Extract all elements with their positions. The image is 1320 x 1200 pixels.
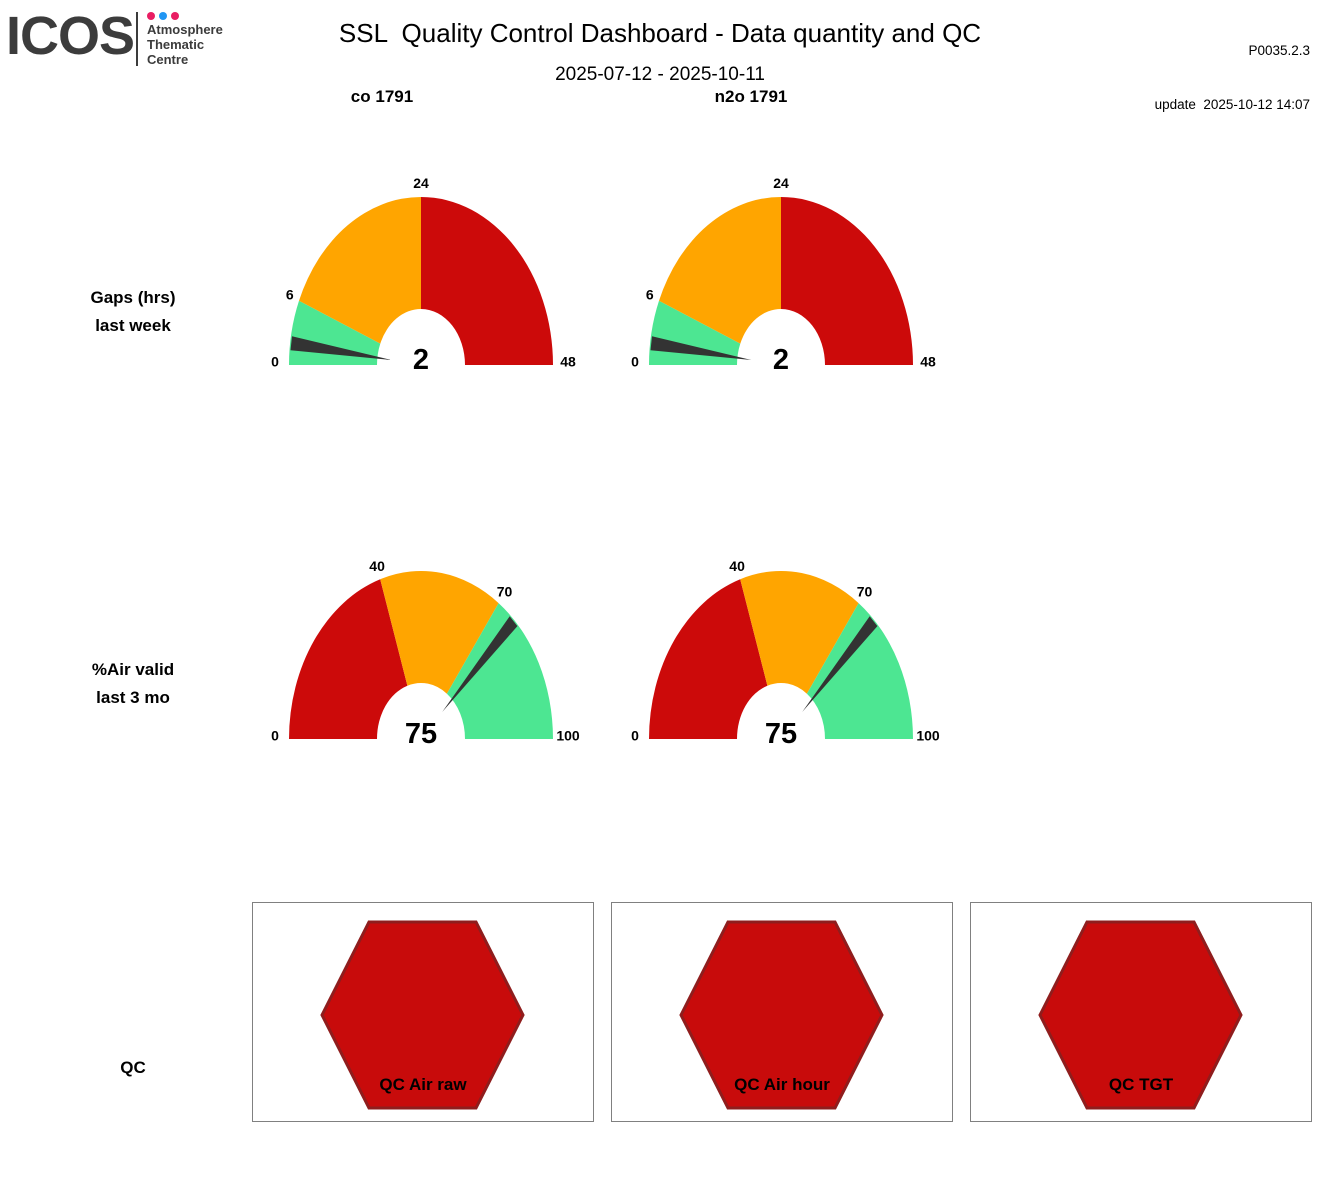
row-label-line1: QC: [120, 1058, 146, 1077]
gauge-tick-label: 100: [916, 728, 940, 744]
qc-panel-tgt: QC TGT: [970, 902, 1312, 1122]
gauge-value: 75: [765, 718, 797, 749]
gauge-needle: [802, 616, 878, 712]
gauge-svg: 0 40 70 100 75: [631, 558, 940, 750]
gauge-tick-label: 48: [920, 354, 936, 370]
gauge-gaps-co: 0 6 24 48 2: [261, 175, 581, 376]
gauge-tick-label: 40: [729, 558, 745, 574]
gauge-tick-label: 0: [631, 728, 639, 744]
gauge-segment: [446, 603, 553, 739]
org-line: Centre: [147, 52, 189, 67]
gauge-segment: [649, 579, 768, 739]
gauge-segment: [781, 197, 913, 365]
report-meta: P0035.2.3 update 2025-10-12 14:07: [1155, 6, 1310, 150]
row-label-air-valid: %Air valid last 3 mo: [33, 656, 233, 712]
row-label-gaps: Gaps (hrs) last week: [33, 284, 233, 340]
date-range: 2025-07-12 - 2025-10-11: [555, 64, 765, 85]
qc-panel-air-hour: QC Air hour: [611, 902, 953, 1122]
gauge-segment: [421, 197, 553, 365]
gauge-value: 75: [405, 718, 437, 749]
gauge-air-valid-n2o: 0 40 70 100 75: [621, 549, 941, 750]
row-label-line1: %Air valid: [91, 660, 175, 679]
org-line: Atmosphere: [147, 22, 223, 37]
gauge-value: 2: [413, 344, 429, 375]
row-label-qc: QC: [33, 1054, 233, 1082]
qc-panel-label: QC Air hour: [734, 1075, 830, 1094]
gauge-segment: [380, 570, 499, 694]
page-title: SSL Quality Control Dashboard - Data qua…: [338, 18, 982, 48]
gauge-value: 2: [773, 344, 789, 375]
gauge-air-valid-co: 0 40 70 100 75: [261, 549, 581, 750]
column-header-n2o: n2o 1791: [714, 87, 788, 106]
gauge-tick-label: 24: [773, 175, 789, 191]
logo-dots: [147, 10, 223, 22]
gauge-segment: [740, 570, 859, 694]
logo-dot-icon: [171, 12, 179, 20]
gauge-segment: [289, 579, 408, 739]
gauge-needle: [650, 336, 752, 360]
gauge-needle: [290, 336, 392, 360]
gauge-tick-label: 6: [646, 287, 654, 303]
gauge-tick-label: 0: [271, 354, 279, 370]
gauge-tick-label: 48: [560, 354, 576, 370]
gauge-svg: 0 6 24 48 2: [631, 175, 936, 376]
logo-dot-icon: [159, 12, 167, 20]
gauge-tick-label: 100: [556, 728, 580, 744]
icos-logo: ICOS: [6, 6, 135, 66]
logo-divider: [136, 12, 138, 66]
gauge-needle: [442, 616, 518, 712]
hexagon-shape: [320, 920, 525, 1110]
gauge-tick-label: 6: [286, 287, 294, 303]
gauge-tick-label: 0: [631, 354, 639, 370]
qc-panel-air-raw: QC Air raw: [252, 902, 594, 1122]
qc-panel-label: QC Air raw: [379, 1075, 467, 1094]
row-label-line2: last 3 mo: [96, 688, 170, 707]
gauge-segment: [299, 196, 421, 344]
qc-panel-label: QC TGT: [1108, 1075, 1174, 1094]
qc-status-hexagon: [1038, 920, 1243, 1110]
logo-org-block: Atmosphere Thematic Centre: [147, 10, 223, 67]
column-header-co: co 1791: [350, 87, 414, 106]
gauge-tick-label: 70: [857, 584, 873, 600]
gauge-segment: [806, 603, 913, 739]
gauge-tick-label: 24: [413, 175, 429, 191]
qc-status-hexagon: [320, 920, 525, 1110]
row-label-line1: Gaps (hrs): [90, 288, 176, 307]
product-code: P0035.2.3: [1248, 43, 1310, 58]
gauge-svg: 0 6 24 48 2: [271, 175, 576, 376]
gauge-tick-label: 40: [369, 558, 385, 574]
logo-dot-icon: [147, 12, 155, 20]
hexagon-shape: [679, 920, 884, 1110]
gauge-gaps-n2o: 0 6 24 48 2: [621, 175, 941, 376]
update-timestamp: update 2025-10-12 14:07: [1154, 97, 1310, 112]
hexagon-shape: [1038, 920, 1243, 1110]
gauge-tick-label: 0: [271, 728, 279, 744]
gauge-segment: [659, 196, 781, 344]
gauge-tick-label: 70: [497, 584, 513, 600]
qc-status-hexagon: [679, 920, 884, 1110]
gauge-svg: 0 40 70 100 75: [271, 558, 580, 750]
row-label-line2: last week: [95, 316, 171, 335]
org-line: Thematic: [147, 37, 205, 52]
